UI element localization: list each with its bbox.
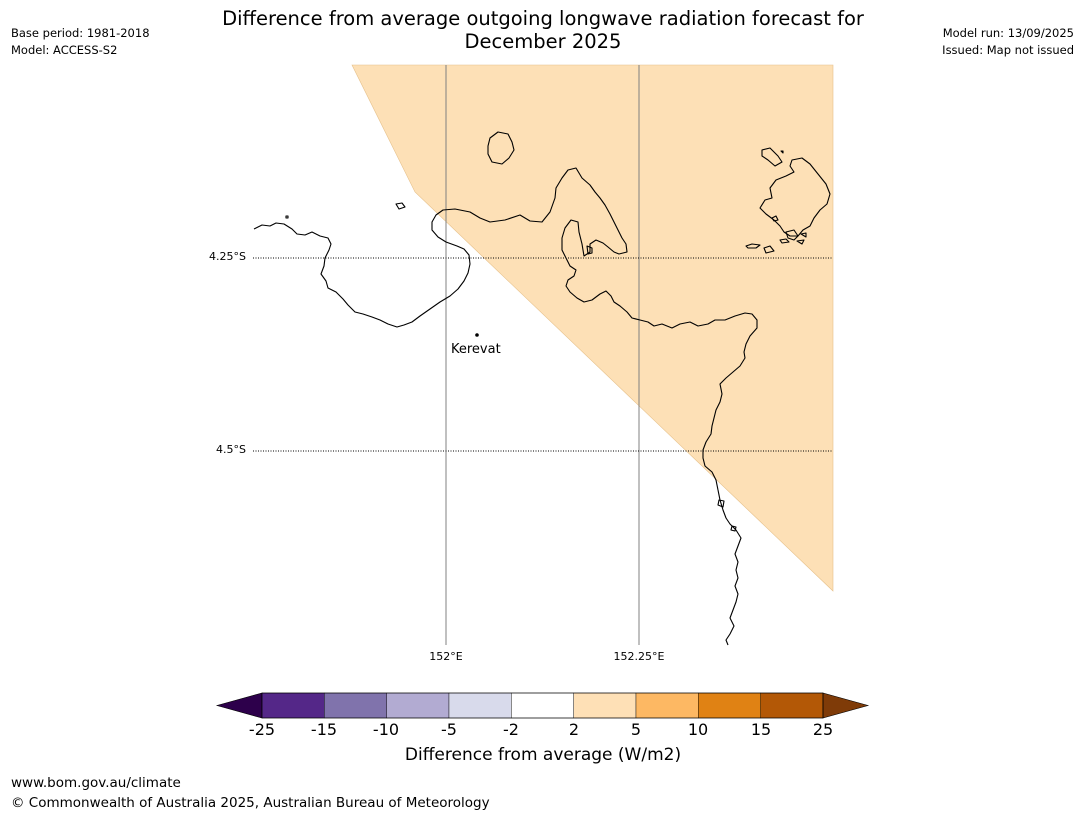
colorbar-label: Difference from average (W/m2)	[404, 745, 682, 765]
colorbar-bin	[448, 692, 512, 719]
footer-url: www.bom.gov.au/climate	[11, 775, 181, 791]
colorbar-low-extend	[215, 692, 263, 719]
colorbar-tick: 2	[568, 720, 580, 739]
map-title: Difference from average outgoing longwav…	[163, 7, 923, 53]
base-period-text: Base period: 1981-2018	[11, 26, 150, 40]
kerevat-marker	[475, 333, 479, 337]
lon-label-152-25e: 152.25°E	[613, 650, 665, 663]
colorbar-tick: 5	[630, 720, 642, 739]
colorbar-tick: -2	[503, 720, 519, 739]
issued-text: Issued: Map not issued	[942, 43, 1074, 57]
coastline	[253, 131, 831, 646]
colorbar-bin	[386, 692, 450, 719]
colorbar-bin	[760, 692, 824, 719]
colorbar-tick: 25	[812, 720, 834, 739]
colorbar-high-extend	[822, 692, 870, 719]
colorbar-bin	[261, 692, 325, 719]
colorbar-tick: -10	[372, 720, 400, 739]
metadata-left: Base period: 1981-2018 Model: ACCESS-S2	[11, 25, 150, 59]
model-run-text: Model run: 13/09/2025	[942, 26, 1074, 40]
colorbar-tick: -5	[441, 720, 457, 739]
forecast-shaded-area	[351, 64, 834, 592]
metadata-right: Model run: 13/09/2025 Issued: Map not is…	[942, 25, 1074, 59]
lat-label-4-25s: 4.25°S	[209, 250, 246, 263]
place-label-kerevat: Kerevat	[451, 342, 501, 357]
colorbar-bin	[635, 692, 699, 719]
colorbar-tick: -15	[310, 720, 338, 739]
lon-label-152e: 152°E	[429, 650, 463, 663]
colorbar-bin	[511, 692, 574, 719]
colorbar-bin	[698, 692, 761, 719]
title-line-2: December 2025	[464, 30, 622, 53]
colorbar-bin	[324, 692, 387, 719]
colorbar-bin	[573, 692, 637, 719]
lat-label-4-5s: 4.5°S	[216, 443, 246, 456]
model-text: Model: ACCESS-S2	[11, 43, 118, 57]
colorbar-tick: -25	[248, 720, 276, 739]
colorbar-tick: 15	[750, 720, 772, 739]
colorbar-tick: 10	[687, 720, 709, 739]
footer-copyright: © Commonwealth of Australia 2025, Austra…	[11, 795, 490, 811]
title-line-1: Difference from average outgoing longwav…	[222, 7, 864, 30]
colorbar-frame	[261, 692, 824, 719]
